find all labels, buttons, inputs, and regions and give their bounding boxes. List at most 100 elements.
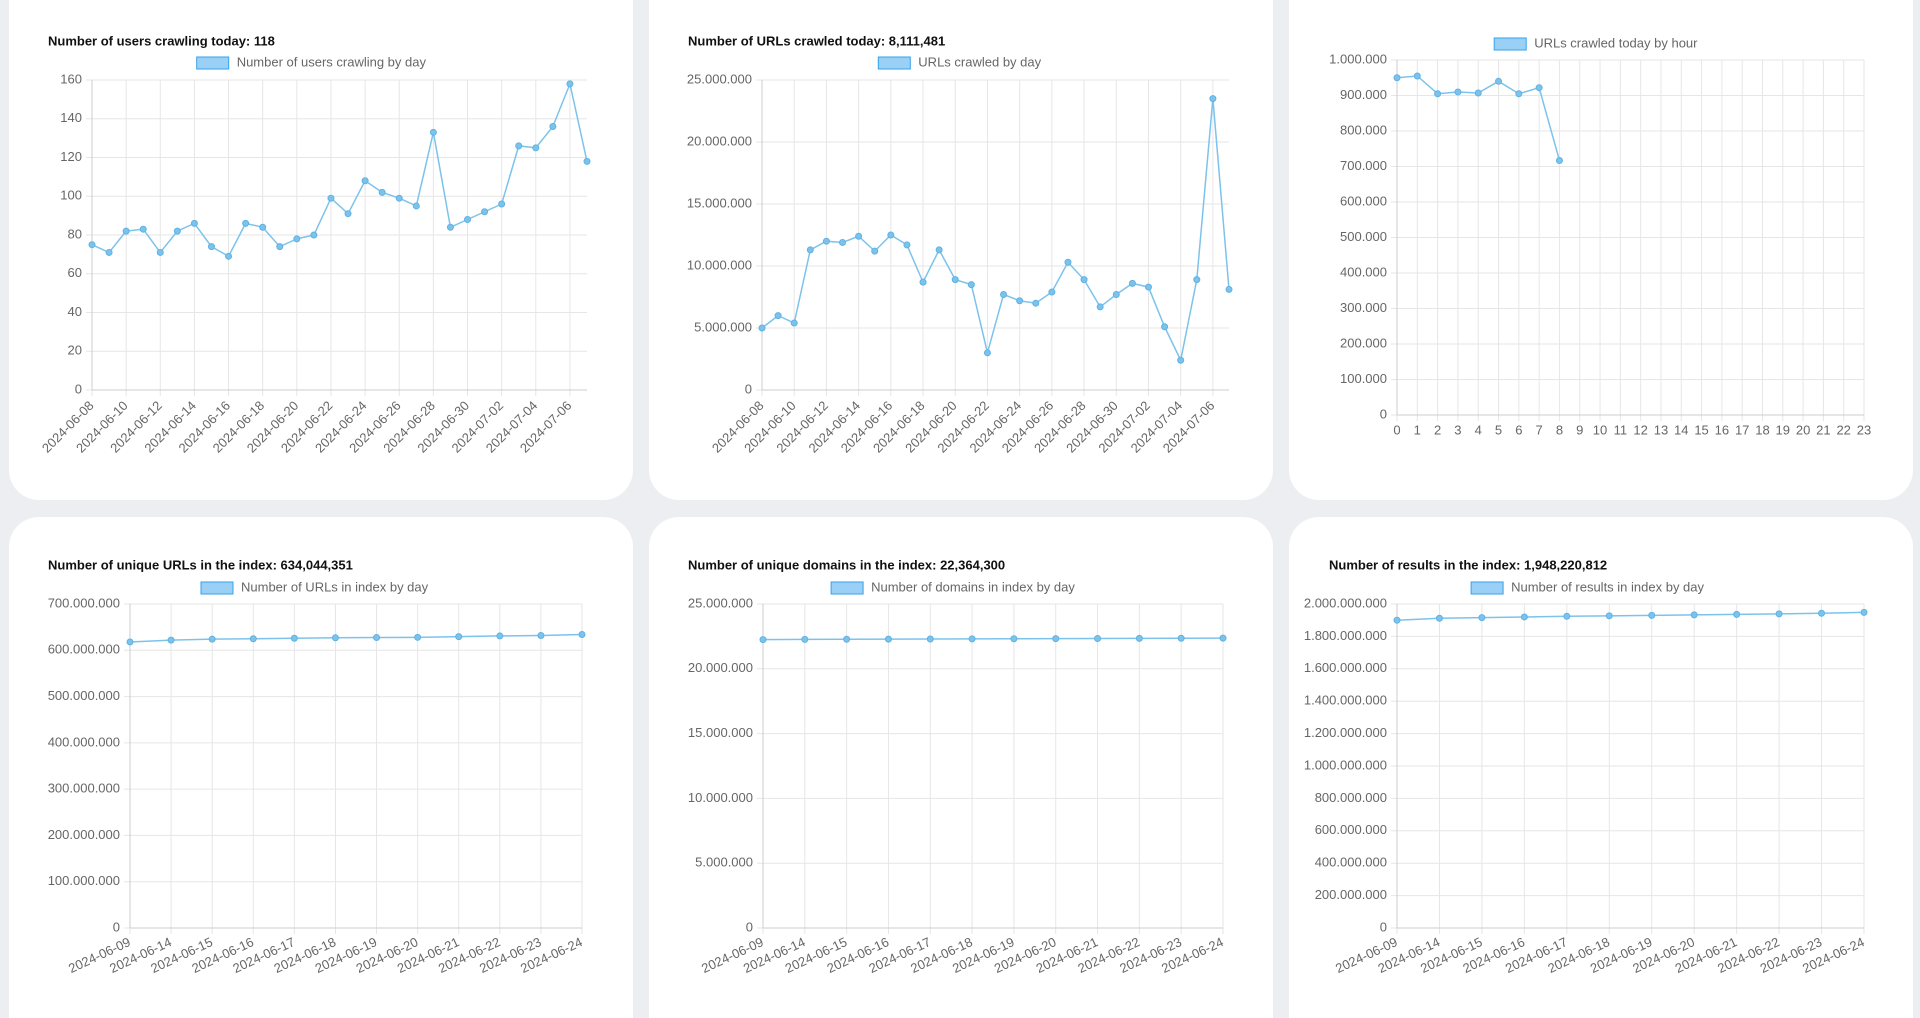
x-tick-label: 1 [1414,422,1421,437]
legend-label: URLs crawled by day [918,54,1041,69]
y-tick-label: 160 [60,71,82,86]
y-tick-label: 600.000.000 [1315,822,1387,837]
y-tick-label: 1.800.000.000 [1304,628,1387,643]
data-point [167,636,175,644]
data-point [1000,291,1008,299]
card-background [9,0,633,500]
data-point [173,227,181,235]
y-tick-label: 1.000.000.000 [1304,757,1387,772]
data-point [1733,610,1741,618]
data-point [855,232,863,240]
y-tick-label: 0 [1380,406,1387,421]
data-point [290,634,298,642]
data-point [578,631,586,639]
data-point [1177,634,1185,642]
data-point [259,223,267,231]
y-tick-label: 2.000.000.000 [1304,595,1387,610]
card-background [9,517,633,1018]
data-point [249,635,257,643]
data-point [1219,634,1227,642]
data-point [887,231,895,239]
data-point [1775,610,1783,618]
card-background [1289,0,1913,500]
x-tick-label: 9 [1576,422,1583,437]
chart-card: Number of users crawling today: 118 0 20 40… [9,0,633,500]
data-point [806,246,814,254]
y-tick-label: 200.000.000 [48,827,120,842]
data-point [190,219,198,227]
data-point [926,635,934,643]
y-tick-label: 10.000.000 [688,790,753,805]
y-tick-label: 5.000.000 [694,319,752,334]
x-tick-label: 16 [1715,422,1729,437]
data-point [1435,614,1443,622]
data-point [1860,608,1868,616]
data-point [1434,90,1442,98]
y-tick-label: 15.000.000 [688,725,753,740]
legend-label: Number of domains in index by day [871,579,1075,594]
legend-swatch [200,581,234,595]
data-point [242,219,250,227]
legend-label: Number of results in index by day [1511,579,1704,594]
data-point [496,632,504,640]
legend-label: URLs crawled today by hour [1534,35,1698,50]
data-point [968,635,976,643]
data-point [1032,299,1040,307]
data-point [903,241,911,249]
data-point [1161,323,1169,331]
y-tick-label: 1.600.000.000 [1304,660,1387,675]
data-point [395,194,403,202]
x-tick-label: 4 [1475,422,1482,437]
data-point [1080,276,1088,284]
data-point [1555,156,1563,164]
y-tick-label: 10.000.000 [687,257,752,272]
data-point [1535,84,1543,92]
data-point [758,324,766,332]
y-tick-label: 100 [60,188,82,203]
data-point [1016,297,1024,305]
y-tick-label: 1.400.000.000 [1304,693,1387,708]
x-tick-label: 3 [1454,422,1461,437]
x-tick-label: 11 [1614,422,1628,437]
card-background [1289,517,1913,1018]
data-point [843,635,851,643]
chart-card: Number of unique domains in the index: 2… [649,517,1273,1018]
data-point [1474,89,1482,97]
data-point [276,243,284,251]
data-point [412,202,420,210]
legend-label: Number of users crawling by day [237,54,427,69]
x-tick-label: 19 [1776,422,1790,437]
data-point [1605,612,1613,620]
chart-card: Number of results in the index: 1,948,22… [1289,517,1913,1018]
data-point [919,278,927,286]
series-line [762,637,1224,641]
series-line [1396,611,1865,621]
y-tick-label: 1.200.000.000 [1304,725,1387,740]
y-tick-label: 800.000.000 [1315,790,1387,805]
y-tick-label: 600.000 [1340,193,1387,208]
y-tick-label: 140 [60,110,82,125]
y-tick-label: 300.000.000 [48,781,120,796]
y-tick-label: 120 [60,149,82,164]
data-point [1478,614,1486,622]
data-point [1052,635,1060,643]
data-point [759,636,767,644]
legend-swatch [1470,581,1504,595]
data-point [884,635,892,643]
legend-label: Number of URLs in index by day [241,579,429,594]
data-point [1520,613,1528,621]
data-point [498,200,506,208]
data-point [126,638,134,646]
card-background [649,0,1273,500]
data-point [983,349,991,357]
data-point [1135,634,1143,642]
data-point [951,276,959,284]
data-point [1818,609,1826,617]
y-tick-label: 800.000 [1340,122,1387,137]
data-point [378,188,386,196]
data-point [327,194,335,202]
x-tick-label: 17 [1735,422,1749,437]
chart-title: Number of results in the index: 1,948,22… [1329,557,1607,572]
data-point [293,235,301,243]
